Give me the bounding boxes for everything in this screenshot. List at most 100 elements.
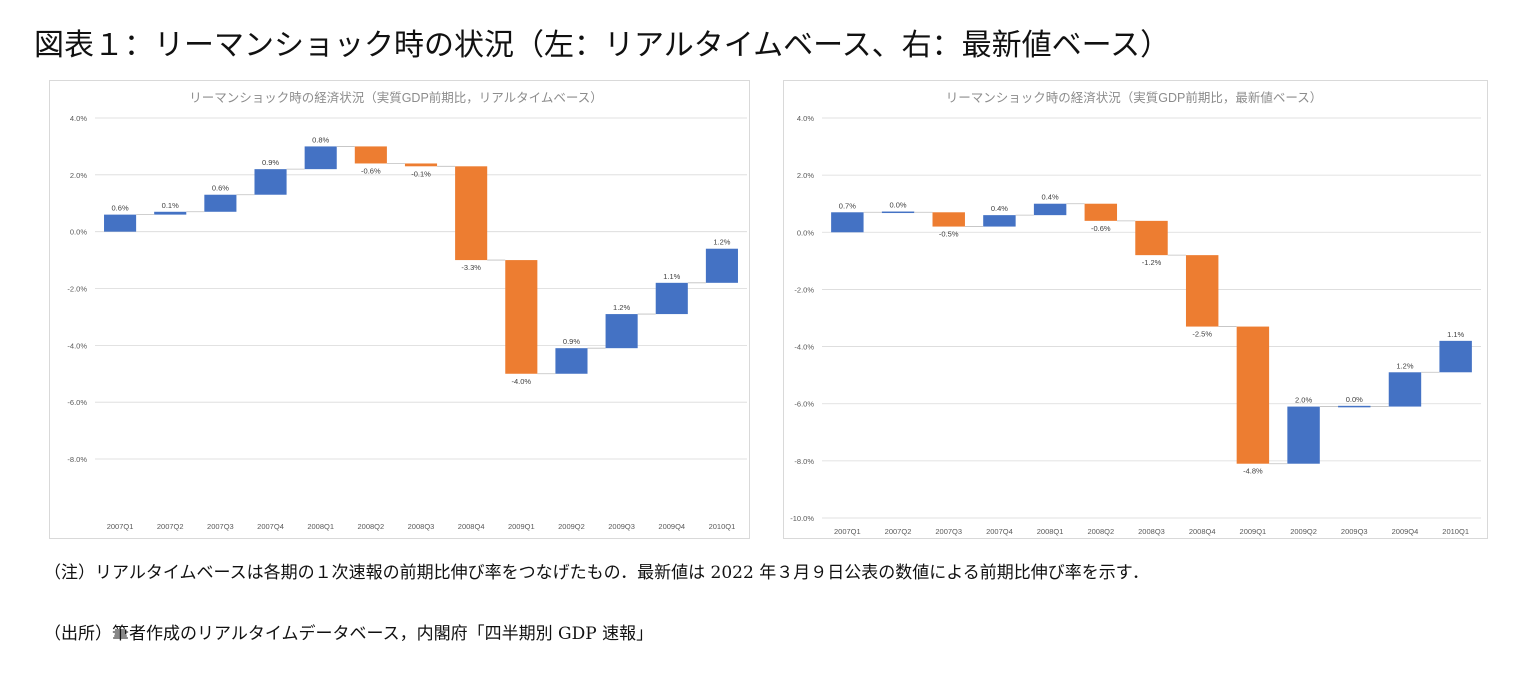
- x-tick-label: 2010Q1: [709, 522, 736, 531]
- data-label: 0.8%: [312, 135, 329, 144]
- data-label: -0.5%: [939, 230, 959, 239]
- x-tick-label: 2009Q3: [1341, 527, 1368, 536]
- x-tick-label: 2007Q4: [986, 527, 1013, 536]
- data-label: 0.0%: [889, 201, 906, 210]
- x-tick-label: 2008Q1: [1037, 527, 1064, 536]
- y-tick-label: -4.0%: [67, 341, 87, 350]
- x-tick-label: 2008Q4: [458, 522, 485, 531]
- y-tick-label: 0.0%: [797, 228, 814, 237]
- y-tick-label: -6.0%: [67, 398, 87, 407]
- data-label: -0.6%: [361, 166, 381, 175]
- x-tick-label: 2008Q2: [1087, 527, 1114, 536]
- x-tick-label: 2007Q2: [885, 527, 912, 536]
- waterfall-bar: [1236, 326, 1270, 464]
- waterfall-bar: [104, 214, 137, 232]
- waterfall-bar: [404, 163, 438, 167]
- waterfall-bar: [705, 248, 738, 283]
- data-label: -0.1%: [411, 169, 431, 178]
- waterfall-bar: [932, 212, 965, 227]
- x-tick-label: 2009Q2: [558, 522, 585, 531]
- data-label: 0.9%: [563, 337, 580, 346]
- data-label: 1.2%: [713, 238, 730, 247]
- waterfall-bar: [1388, 372, 1422, 407]
- x-tick-label: 2009Q1: [508, 522, 535, 531]
- x-tick-label: 2007Q3: [207, 522, 234, 531]
- waterfall-bar: [605, 314, 638, 349]
- y-tick-label: -2.0%: [794, 285, 814, 294]
- waterfall-bar: [983, 215, 1016, 227]
- x-tick-label: 2008Q1: [307, 522, 334, 531]
- x-tick-label: 2007Q4: [257, 522, 284, 531]
- y-tick-label: -8.0%: [794, 457, 814, 466]
- x-tick-label: 2007Q2: [157, 522, 184, 531]
- chart-latest: リーマンショック時の経済状況（実質GDP前期比，最新値ベース） 4.0% 2.0% 0…: [790, 90, 1481, 536]
- y-tick-label: 4.0%: [797, 114, 814, 123]
- chart-realtime-panel: リーマンショック時の経済状況（実質GDP前期比，リアルタイムベース） 4.0% 2.…: [49, 80, 750, 539]
- data-label: 0.6%: [212, 184, 229, 193]
- data-label: 0.1%: [162, 201, 179, 210]
- chart-latest-panel: リーマンショック時の経済状況（実質GDP前期比，最新値ベース） 4.0% 2.0% 0…: [783, 80, 1488, 539]
- data-label: 0.4%: [1042, 193, 1059, 202]
- waterfall-bar: [1338, 405, 1371, 408]
- y-tick-label: -8.0%: [67, 455, 87, 464]
- data-label: -2.5%: [1192, 330, 1212, 339]
- data-label: 2.0%: [1295, 396, 1312, 405]
- waterfall-bar: [154, 211, 187, 215]
- waterfall-bar: [304, 146, 337, 170]
- x-tick-label: 2008Q2: [357, 522, 384, 531]
- x-tick-label: 2008Q3: [408, 522, 435, 531]
- waterfall-bar: [1439, 340, 1472, 373]
- data-label: -3.3%: [461, 263, 481, 272]
- data-label: 1.2%: [613, 303, 630, 312]
- y-tick-label: 0.0%: [70, 228, 87, 237]
- footnote: （注）リアルタイムベースは各期の１次速報の前期比伸び率をつなげたもの．最新値は …: [44, 563, 1150, 583]
- waterfall-bar: [831, 212, 864, 233]
- data-label: 0.4%: [991, 204, 1008, 213]
- x-tick-label: 2007Q1: [107, 522, 134, 531]
- waterfall-bar: [555, 348, 588, 374]
- waterfall-bar: [1084, 203, 1118, 221]
- data-label: 1.1%: [1447, 330, 1464, 339]
- x-tick-label: 2009Q4: [1392, 527, 1419, 536]
- y-tick-label: 2.0%: [797, 171, 814, 180]
- y-tick-label: -6.0%: [794, 400, 814, 409]
- data-label: -1.2%: [1142, 258, 1162, 267]
- x-tick-label: 2010Q1: [1442, 527, 1469, 536]
- x-tick-label: 2009Q3: [608, 522, 635, 531]
- waterfall-bar: [455, 166, 488, 261]
- data-label: -4.8%: [1243, 467, 1263, 476]
- x-tick-label: 2007Q1: [834, 527, 861, 536]
- data-label: 1.2%: [1396, 361, 1413, 370]
- data-label: 0.7%: [839, 201, 856, 210]
- y-tick-label: -4.0%: [794, 343, 814, 352]
- figure-title: 図表１：リーマンショック時の状況（左：リアルタイムベース、右：最新値ベース）: [34, 28, 1171, 63]
- x-tick-label: 2009Q2: [1290, 527, 1317, 536]
- x-tick-label: 2009Q4: [658, 522, 685, 531]
- data-label: -4.0%: [512, 377, 532, 386]
- data-label: 0.0%: [1346, 395, 1363, 404]
- waterfall-bar: [881, 211, 915, 214]
- waterfall-bar: [1033, 203, 1067, 216]
- waterfall-bar: [1287, 406, 1320, 464]
- y-tick-label: 4.0%: [70, 114, 87, 123]
- y-tick-label: -10.0%: [790, 514, 814, 523]
- y-tick-label: 2.0%: [70, 171, 87, 180]
- x-tick-label: 2007Q3: [935, 527, 962, 536]
- chart-title: リーマンショック時の経済状況（実質GDP前期比，リアルタイムベース）: [189, 90, 603, 105]
- y-tick-label: -2.0%: [67, 285, 87, 294]
- data-label: 0.6%: [112, 204, 129, 213]
- waterfall-bar: [505, 260, 538, 374]
- chart-title: リーマンショック時の経済状況（実質GDP前期比，最新値ベース）: [946, 90, 1322, 105]
- x-tick-label: 2009Q1: [1240, 527, 1267, 536]
- data-label: 1.1%: [663, 272, 680, 281]
- x-tick-label: 2008Q3: [1138, 527, 1165, 536]
- waterfall-bar: [1185, 255, 1219, 327]
- source-note: （出所）筆者作成のリアルタイムデータベース，内閣府「四半期別 GDP 速報」: [44, 624, 654, 644]
- chart-realtime: リーマンショック時の経済状況（実質GDP前期比，リアルタイムベース） 4.0% 2.…: [67, 90, 747, 531]
- data-label: -0.6%: [1091, 224, 1111, 233]
- waterfall-bar: [655, 282, 688, 315]
- waterfall-bar: [354, 146, 387, 164]
- waterfall-bar: [254, 169, 287, 195]
- data-label: 0.9%: [262, 158, 279, 167]
- x-tick-label: 2008Q4: [1189, 527, 1216, 536]
